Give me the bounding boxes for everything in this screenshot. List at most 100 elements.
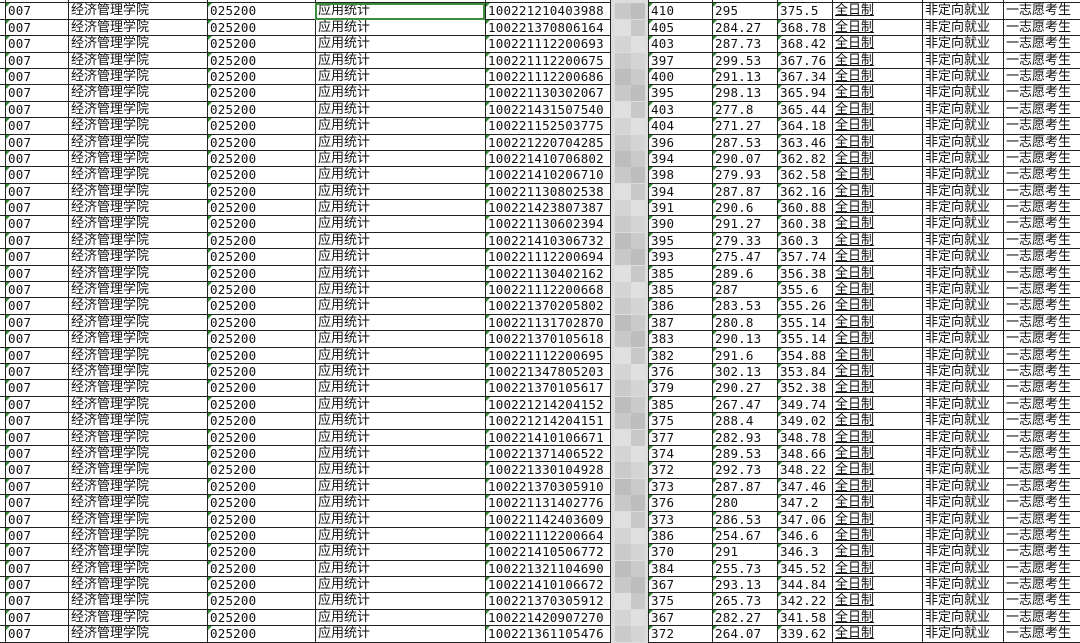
cell-major-name[interactable]: 应用统计 — [315, 347, 485, 364]
cell-total-score[interactable]: 363.46 — [777, 134, 832, 151]
cell-major-code[interactable]: 025200 — [207, 167, 315, 184]
cell-major-code[interactable]: 025200 — [207, 577, 315, 594]
cell-exam-id[interactable]: 100221423807387 — [485, 200, 610, 217]
cell-volunteer-type[interactable]: 一志愿考生 — [1003, 609, 1080, 627]
cell-retest-score[interactable]: 290.6 — [712, 200, 777, 217]
cell-prelim-score[interactable]: 410 — [648, 3, 712, 20]
cell-dept-code[interactable]: 007 — [5, 265, 68, 283]
cell-employment-type[interactable]: 非定向就业 — [922, 363, 1003, 381]
cell-dept-name[interactable]: 经济管理学院 — [68, 527, 207, 545]
table-row[interactable]: 007 经济管理学院 025200 应用统计 100221112200686 400 291… — [0, 68, 1080, 86]
cell-study-mode[interactable]: 全日制 — [832, 118, 922, 135]
cell-employment-type[interactable]: 非定向就业 — [922, 495, 1003, 512]
cell-dept-name[interactable]: 经济管理学院 — [68, 183, 207, 201]
cell-exam-id[interactable]: 100221112200694 — [485, 249, 610, 266]
cell-dept-code[interactable]: 007 — [5, 249, 68, 266]
cell-employment-type[interactable]: 非定向就业 — [922, 3, 1003, 20]
cell-exam-id[interactable]: 100221112200664 — [485, 527, 610, 545]
cell-name-redacted[interactable] — [610, 380, 648, 397]
cell-total-score[interactable]: 355.14 — [777, 314, 832, 332]
cell-name-redacted[interactable] — [610, 331, 648, 348]
cell-dept-name[interactable]: 经济管理学院 — [68, 52, 207, 69]
cell-study-mode[interactable]: 全日制 — [832, 511, 922, 528]
cell-prelim-score[interactable]: 376 — [648, 363, 712, 381]
cell-dept-name[interactable]: 经济管理学院 — [68, 413, 207, 430]
cell-dept-name[interactable]: 经济管理学院 — [68, 232, 207, 250]
cell-retest-score[interactable]: 255.73 — [712, 560, 777, 578]
cell-study-mode[interactable]: 全日制 — [832, 396, 922, 414]
cell-major-code[interactable]: 025200 — [207, 462, 315, 479]
cell-retest-score[interactable]: 287.87 — [712, 183, 777, 201]
cell-exam-id[interactable]: 100221410306732 — [485, 232, 610, 250]
cell-prelim-score[interactable]: 386 — [648, 298, 712, 315]
cell-volunteer-type[interactable]: 一志愿考生 — [1003, 216, 1080, 233]
cell-total-score[interactable]: 368.78 — [777, 19, 832, 37]
cell-major-code[interactable]: 025200 — [207, 560, 315, 578]
cell-study-mode[interactable]: 全日制 — [832, 413, 922, 430]
cell-major-code[interactable]: 025200 — [207, 200, 315, 217]
cell-total-score[interactable]: 357.74 — [777, 249, 832, 266]
cell-volunteer-type[interactable]: 一志愿考生 — [1003, 265, 1080, 283]
cell-dept-name[interactable]: 经济管理学院 — [68, 36, 207, 53]
cell-prelim-score[interactable]: 383 — [648, 331, 712, 348]
cell-major-code[interactable]: 025200 — [207, 609, 315, 627]
cell-dept-code[interactable]: 007 — [5, 85, 68, 102]
cell-prelim-score[interactable]: 393 — [648, 249, 712, 266]
cell-volunteer-type[interactable]: 一志愿考生 — [1003, 200, 1080, 217]
cell-dept-name[interactable]: 经济管理学院 — [68, 314, 207, 332]
cell-study-mode[interactable]: 全日制 — [832, 101, 922, 119]
cell-dept-code[interactable]: 007 — [5, 413, 68, 430]
cell-retest-score[interactable]: 290.07 — [712, 150, 777, 168]
cell-study-mode[interactable]: 全日制 — [832, 3, 922, 20]
cell-study-mode[interactable]: 全日制 — [832, 183, 922, 201]
cell-major-name[interactable]: 应用统计 — [315, 363, 485, 381]
cell-major-code[interactable]: 025200 — [207, 265, 315, 283]
cell-dept-name[interactable]: 经济管理学院 — [68, 626, 207, 643]
cell-dept-code[interactable]: 007 — [5, 593, 68, 610]
cell-study-mode[interactable]: 全日制 — [832, 282, 922, 299]
cell-major-code[interactable]: 025200 — [207, 429, 315, 446]
cell-dept-name[interactable]: 经济管理学院 — [68, 560, 207, 578]
cell-study-mode[interactable]: 全日制 — [832, 265, 922, 283]
table-row[interactable]: 007 经济管理学院 025200 应用统计 100221112200675 397 299… — [0, 52, 1080, 69]
cell-total-score[interactable]: 346.3 — [777, 544, 832, 561]
cell-dept-code[interactable]: 007 — [5, 380, 68, 397]
cell-volunteer-type[interactable]: 一志愿考生 — [1003, 101, 1080, 119]
cell-volunteer-type[interactable]: 一志愿考生 — [1003, 314, 1080, 332]
table-row[interactable]: 007 经济管理学院 025200 应用统计 100221410106672 367 293… — [0, 577, 1080, 594]
cell-dept-name[interactable]: 经济管理学院 — [68, 347, 207, 364]
cell-prelim-score[interactable]: 386 — [648, 527, 712, 545]
cell-exam-id[interactable]: 100221130402162 — [485, 265, 610, 283]
cell-study-mode[interactable]: 全日制 — [832, 380, 922, 397]
cell-total-score[interactable]: 347.06 — [777, 511, 832, 528]
cell-employment-type[interactable]: 非定向就业 — [922, 347, 1003, 364]
table-row[interactable]: 007 经济管理学院 025200 应用统计 100221410106671 377 282… — [0, 429, 1080, 446]
cell-dept-name[interactable]: 经济管理学院 — [68, 331, 207, 348]
cell-exam-id[interactable]: 100221370305912 — [485, 593, 610, 610]
cell-employment-type[interactable]: 非定向就业 — [922, 527, 1003, 545]
cell-name-redacted[interactable] — [610, 593, 648, 610]
cell-study-mode[interactable]: 全日制 — [832, 150, 922, 168]
cell-retest-score[interactable]: 289.6 — [712, 265, 777, 283]
cell-total-score[interactable]: 365.94 — [777, 85, 832, 102]
cell-exam-id[interactable]: 100221131702870 — [485, 314, 610, 332]
cell-volunteer-type[interactable]: 一志愿考生 — [1003, 478, 1080, 496]
cell-dept-name[interactable]: 经济管理学院 — [68, 200, 207, 217]
cell-dept-code[interactable]: 007 — [5, 3, 68, 20]
cell-name-redacted[interactable] — [610, 626, 648, 643]
cell-employment-type[interactable]: 非定向就业 — [922, 544, 1003, 561]
cell-major-name[interactable]: 应用统计 — [315, 85, 485, 102]
cell-employment-type[interactable]: 非定向就业 — [922, 134, 1003, 151]
cell-study-mode[interactable]: 全日制 — [832, 577, 922, 594]
cell-major-code[interactable]: 025200 — [207, 68, 315, 86]
table-row[interactable]: 007 经济管理学院 025200 应用统计 100221423807387 391 290… — [0, 200, 1080, 217]
cell-major-name[interactable]: 应用统计 — [315, 331, 485, 348]
cell-major-code[interactable]: 025200 — [207, 314, 315, 332]
cell-retest-score[interactable]: 287.53 — [712, 134, 777, 151]
cell-major-code[interactable]: 025200 — [207, 232, 315, 250]
cell-volunteer-type[interactable]: 一志愿考生 — [1003, 150, 1080, 168]
cell-volunteer-type[interactable]: 一志愿考生 — [1003, 167, 1080, 184]
cell[interactable] — [5, 0, 68, 4]
cell-prelim-score[interactable]: 385 — [648, 282, 712, 299]
table-row[interactable]: 007 经济管理学院 025200 应用统计 100221130402162 385 289… — [0, 265, 1080, 283]
